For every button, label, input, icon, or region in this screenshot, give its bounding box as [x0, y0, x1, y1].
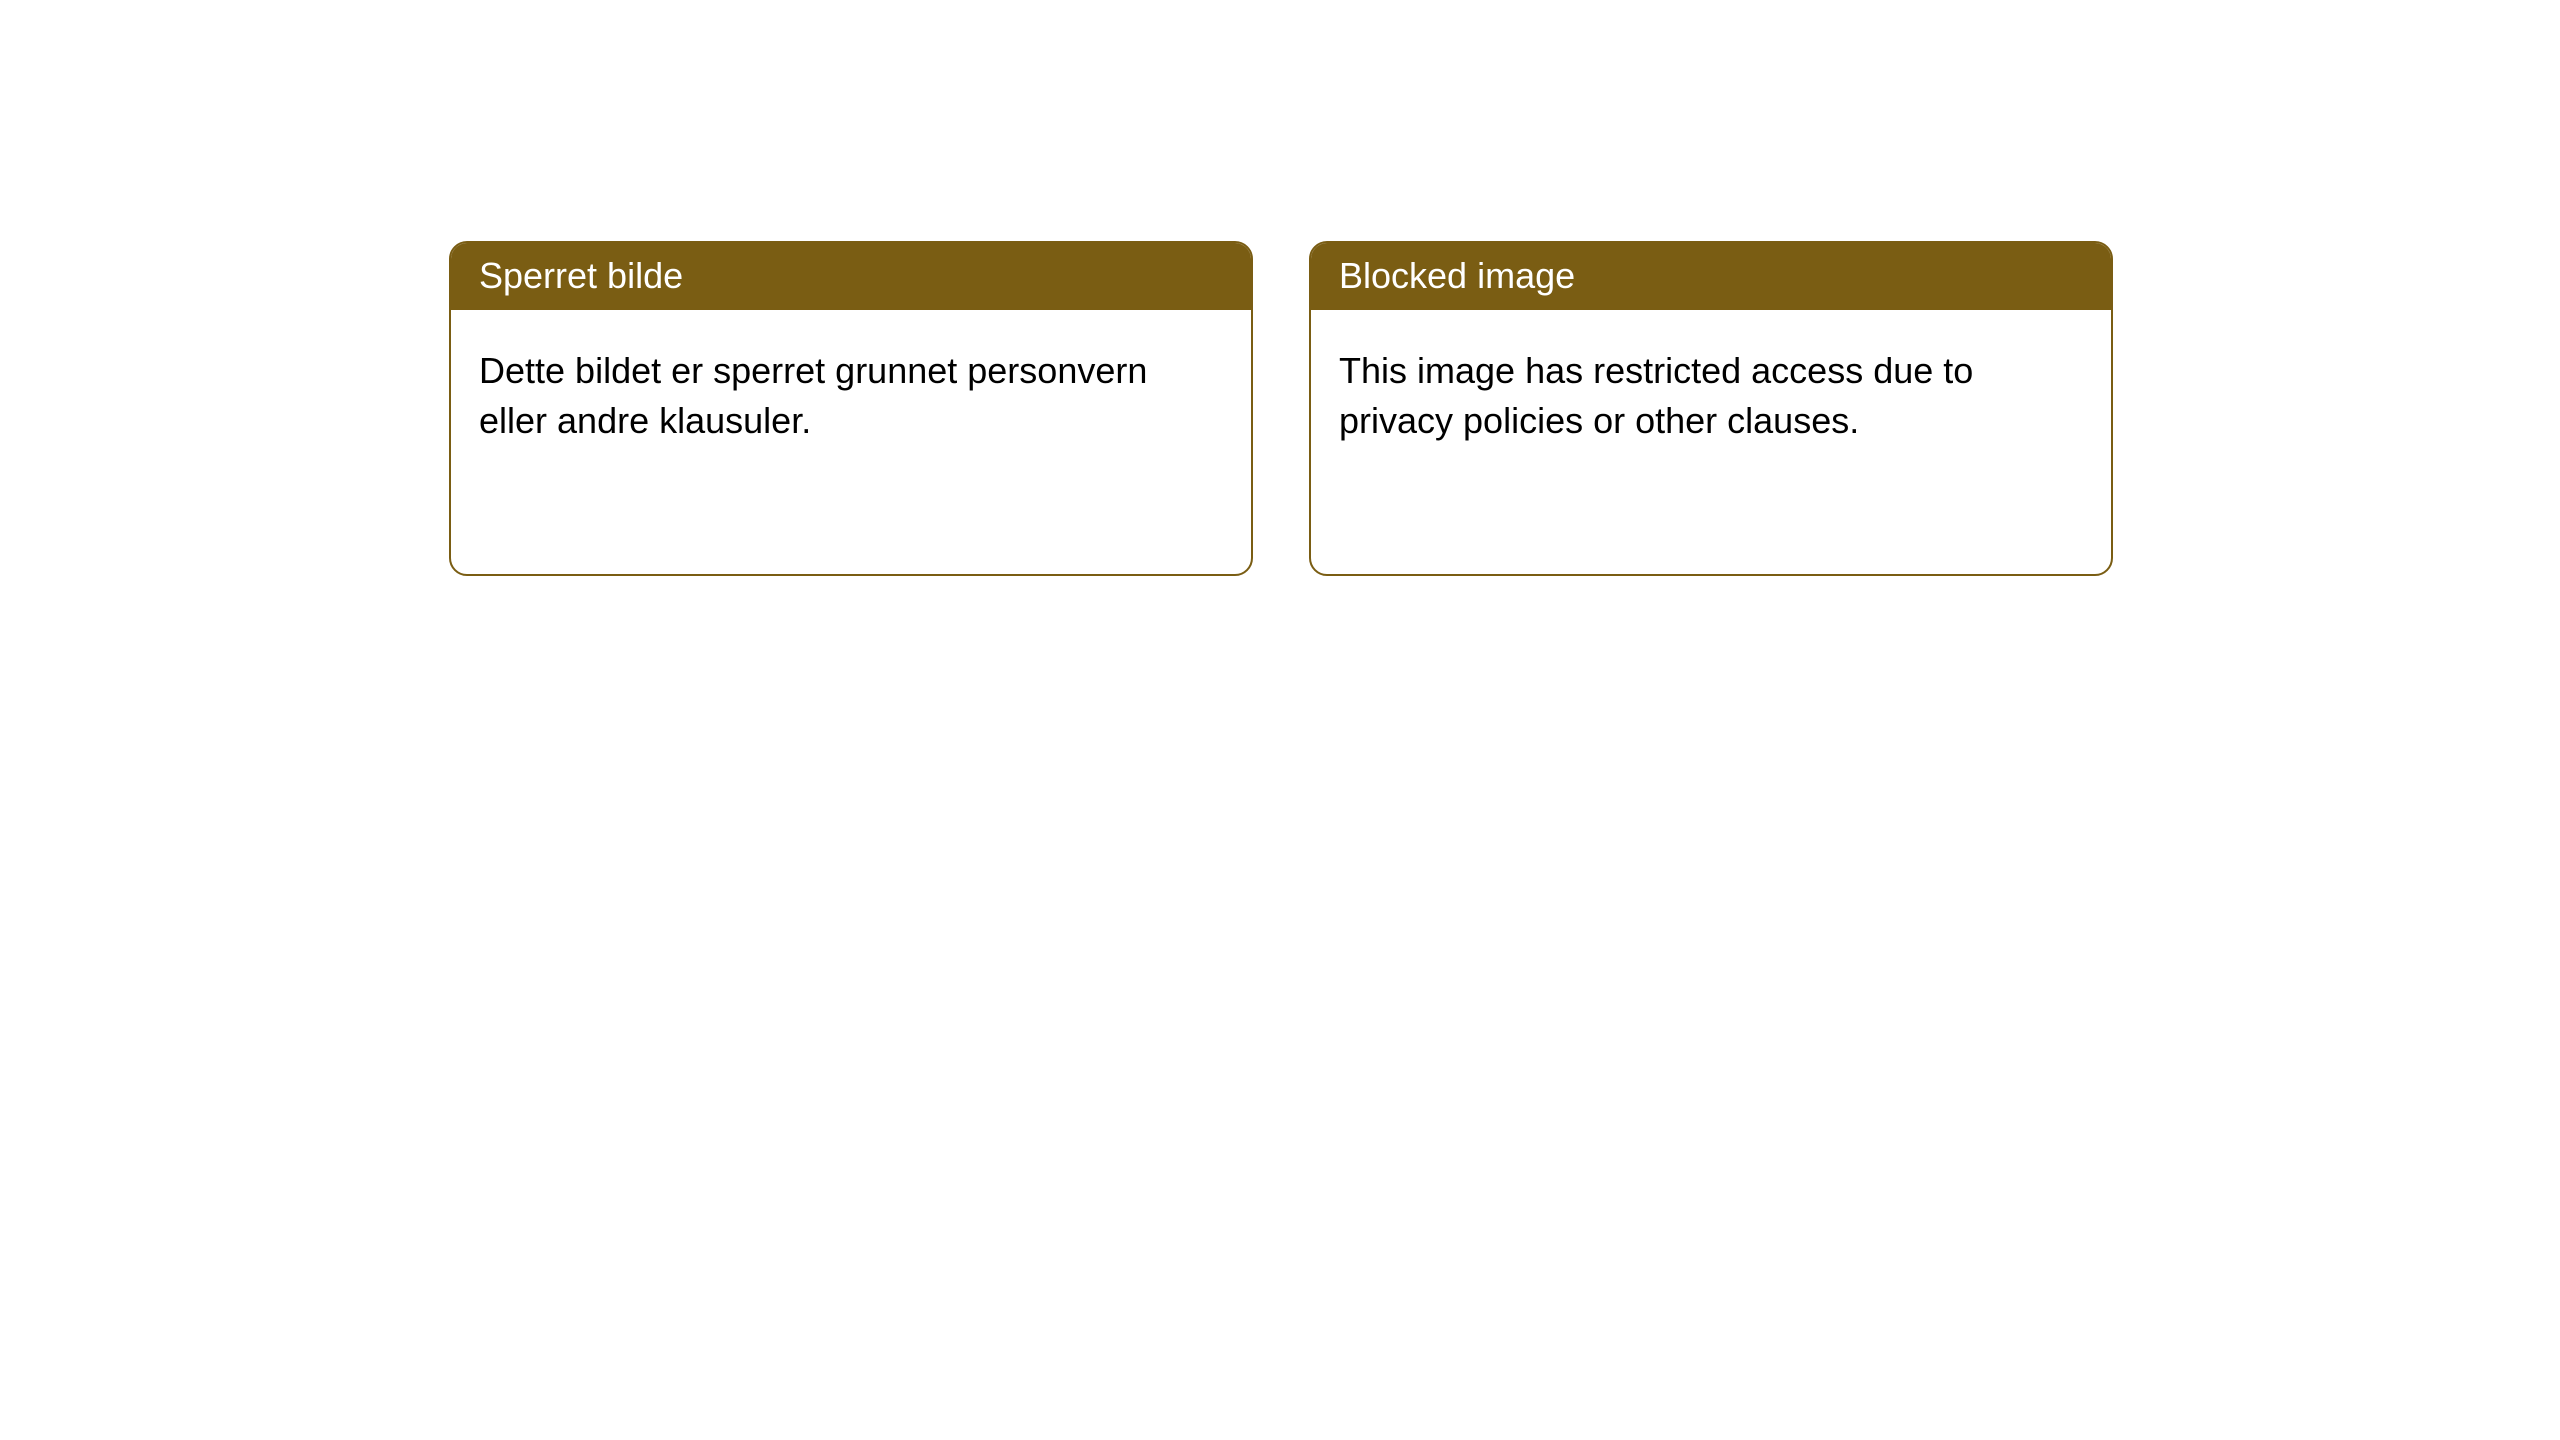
notice-title: Sperret bilde — [479, 255, 683, 296]
notice-header-norwegian: Sperret bilde — [451, 243, 1251, 310]
notice-title: Blocked image — [1339, 255, 1575, 296]
notice-text: Dette bildet er sperret grunnet personve… — [479, 350, 1147, 441]
notice-body-english: This image has restricted access due to … — [1311, 310, 2111, 483]
notice-body-norwegian: Dette bildet er sperret grunnet personve… — [451, 310, 1251, 483]
notice-header-english: Blocked image — [1311, 243, 2111, 310]
notice-text: This image has restricted access due to … — [1339, 350, 1973, 441]
notice-box-english: Blocked image This image has restricted … — [1309, 241, 2113, 576]
notice-box-norwegian: Sperret bilde Dette bildet er sperret gr… — [449, 241, 1253, 576]
notice-container: Sperret bilde Dette bildet er sperret gr… — [0, 0, 2560, 576]
